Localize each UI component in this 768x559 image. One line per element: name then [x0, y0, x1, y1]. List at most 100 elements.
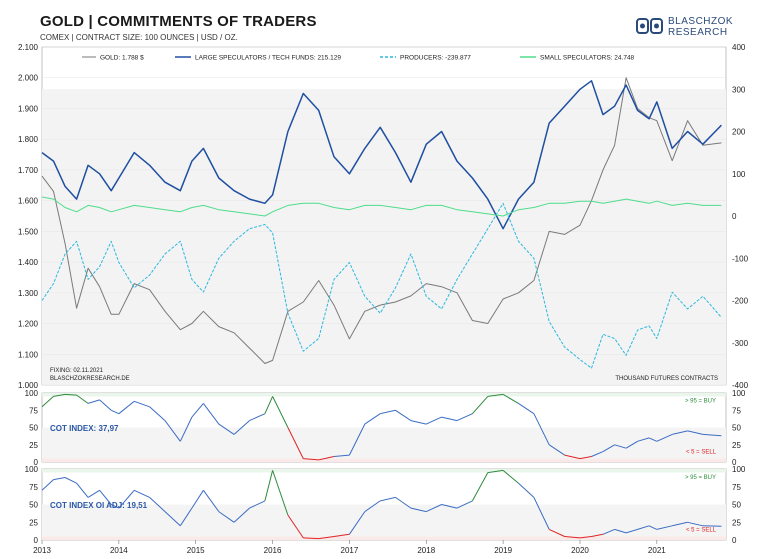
- cot-line-segment: [164, 420, 181, 442]
- y-right-tick-label: 200: [732, 128, 746, 137]
- cot-line-segment: [218, 423, 235, 435]
- buy-zone: [42, 469, 726, 473]
- cot-line-segment: [533, 413, 550, 446]
- series-line-producers: [41, 202, 722, 369]
- cot-line-segment: [264, 396, 274, 414]
- y-left-tick-label: 2.100: [18, 43, 39, 52]
- mid-zone: [42, 504, 726, 537]
- cot-line-segment: [249, 413, 266, 422]
- cot-line-segment: [53, 393, 66, 397]
- cot-line-segment: [202, 403, 220, 425]
- sell-threshold-label: < 5 = SELL: [686, 450, 717, 456]
- y-left-tick-label: 1.000: [18, 381, 39, 390]
- brand-mark-icon: [636, 18, 663, 34]
- cot-line-segment: [591, 451, 604, 457]
- y-left-tick-label: 1.800: [18, 135, 39, 144]
- cot-line-segment: [533, 497, 550, 530]
- cot-line-segment: [164, 511, 181, 527]
- cot-line-segment: [456, 413, 473, 422]
- y-left-tick-label: 1.300: [18, 289, 39, 298]
- cot-line-segment: [76, 482, 89, 498]
- y-right-tick-label: 0: [732, 212, 737, 221]
- cot-index-title: COT INDEX: 37,97: [50, 424, 119, 433]
- year-label: 2017: [341, 546, 359, 555]
- y-right-tick-label: -200: [732, 297, 749, 306]
- cot-line-segment: [110, 504, 120, 509]
- cot-index-oi-adj-title: COT INDEX OI ADJ: 19,51: [50, 501, 148, 510]
- cot-y-right-tick: 50: [732, 424, 741, 433]
- cot-line-segment: [648, 437, 658, 442]
- buy-threshold-label: > 95 = BUY: [685, 399, 716, 405]
- cot-line-segment: [134, 400, 150, 408]
- cot-line-segment: [65, 393, 77, 396]
- sell-zone: [42, 536, 726, 540]
- cot-line-segment: [218, 511, 235, 523]
- cot-line-segment: [87, 489, 100, 498]
- cot-line-segment: [41, 396, 54, 408]
- chart-title: GOLD | COMMITMENTS OF TRADERS: [40, 13, 317, 30]
- cot-y-right-tick: 50: [732, 501, 741, 510]
- cot-line-segment: [602, 444, 615, 453]
- cot-line-segment: [614, 444, 627, 449]
- legend-label: PRODUCERS: -239.877: [400, 55, 471, 62]
- cot-line-segment: [272, 470, 289, 516]
- cot-line-segment: [380, 409, 396, 415]
- y-left-tick-label: 1.400: [18, 258, 39, 267]
- source-label: BLASCHZOKRESEARCH.DE: [50, 376, 130, 382]
- cot-line-segment: [637, 437, 650, 442]
- cot-y-right-tick: 25: [732, 441, 741, 450]
- mid-zone: [42, 427, 726, 459]
- cot-line-segment: [548, 444, 565, 456]
- cot-line-segment: [648, 525, 658, 530]
- cot-line-segment: [579, 536, 592, 539]
- cot-line-segment: [364, 500, 381, 513]
- cot-y-left-tick: 25: [29, 518, 38, 527]
- cot-line-segment: [333, 454, 350, 457]
- cot-line-segment: [333, 533, 350, 537]
- cot-line-segment: [53, 477, 66, 481]
- y-right-tick-label: 300: [732, 85, 746, 94]
- cot-line-segment: [287, 427, 304, 459]
- cot-line-segment: [118, 489, 135, 509]
- cot-y-right-tick: 75: [732, 483, 741, 492]
- cot-line-segment: [487, 393, 504, 397]
- cot-line-segment: [672, 430, 688, 435]
- cot-line-segment: [672, 521, 688, 527]
- series-line-large_spec: [41, 80, 722, 230]
- units-label: THOUSAND FUTURES CONTRACTS: [615, 376, 718, 382]
- cot-line-segment: [233, 507, 250, 523]
- cot-index-panel: 0 0 25 25 50 50 75 75 100 100 COT INDEX: 37,97 > 95…: [25, 389, 746, 467]
- cot-line-segment: [303, 458, 319, 461]
- chart-subtitle: COMEX | CONTRACT SIZE: 100 OUNCES | USD …: [40, 33, 238, 42]
- legend-label: LARGE SPECULATORS / TECH FUNDS: 215.129: [195, 55, 341, 62]
- cot-y-left-tick: 100: [25, 465, 39, 474]
- cot-line-segment: [502, 470, 519, 484]
- cot-line-segment: [133, 489, 150, 498]
- cot-line-segment: [318, 536, 335, 540]
- y-left-tick-label: 1.500: [18, 227, 39, 236]
- cot-line-segment: [625, 440, 638, 449]
- cot-y-right-tick: 100: [732, 465, 746, 474]
- cot-line-segment: [110, 409, 120, 415]
- cot-line-segment: [579, 456, 592, 460]
- buy-threshold-label: > 95 = BUY: [685, 475, 716, 481]
- cot-line-segment: [348, 423, 366, 456]
- cot-line-segment: [191, 490, 204, 509]
- sell-threshold-label: < 5 = SELL: [686, 527, 717, 533]
- y-left-tick-label: 1.600: [18, 197, 39, 206]
- cot-line-segment: [118, 400, 135, 415]
- cot-line-segment: [76, 394, 89, 404]
- cot-line-segment: [202, 490, 220, 512]
- cot-line-segment: [410, 507, 427, 513]
- year-label: 2020: [571, 546, 589, 555]
- cot-line-segment: [518, 402, 535, 415]
- cot-y-right-tick: 0: [732, 536, 737, 545]
- cot-line-segment: [614, 528, 627, 534]
- cot-line-segment: [233, 420, 250, 435]
- cot-line-segment: [687, 430, 704, 435]
- cot-line-segment: [637, 525, 650, 530]
- y-left-tick-label: 1.100: [18, 350, 39, 359]
- legend-label: GOLD: 1.788 $: [100, 55, 144, 62]
- cot-line-segment: [179, 507, 193, 527]
